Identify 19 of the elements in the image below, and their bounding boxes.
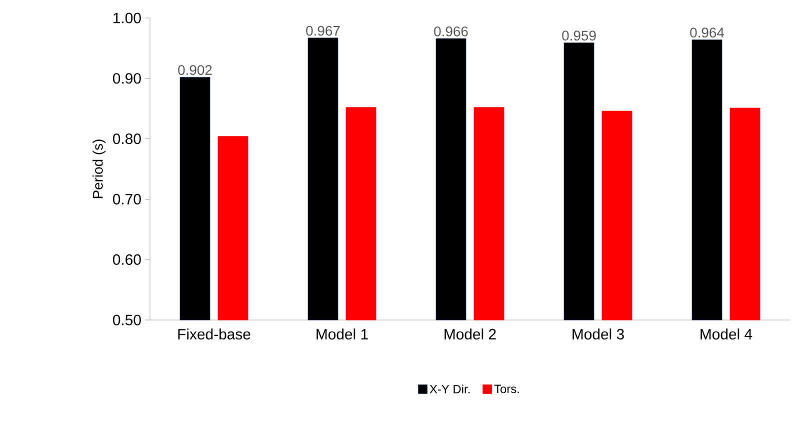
x-tick-label: Model 3 bbox=[572, 328, 624, 340]
data-label: 0.966 bbox=[434, 26, 468, 36]
y-tick-label: 1.00 bbox=[114, 12, 141, 24]
data-label: 0.967 bbox=[306, 26, 340, 36]
x-tick-label: Model 2 bbox=[444, 328, 496, 340]
y-tick-label: 0.90 bbox=[112, 73, 141, 84]
x-tick-label: Fixed-base bbox=[178, 328, 250, 340]
x-tick-label: Model 4 bbox=[700, 328, 752, 340]
y-tick-label: 0.50 bbox=[112, 314, 141, 326]
y-axis-title: Period (s) bbox=[92, 140, 106, 198]
data-label: 0.902 bbox=[178, 65, 212, 75]
x-tick-label: Model 1 bbox=[316, 328, 368, 340]
y-tick-label: 0.70 bbox=[112, 194, 141, 204]
legend-label: X-Y Dir. bbox=[430, 384, 470, 394]
legend-label: Tors. bbox=[494, 384, 519, 394]
y-tick-label: 0.80 bbox=[112, 134, 141, 144]
data-label: 0.964 bbox=[690, 28, 724, 38]
y-tick-label: 0.60 bbox=[112, 254, 141, 265]
data-label: 0.959 bbox=[562, 30, 596, 41]
